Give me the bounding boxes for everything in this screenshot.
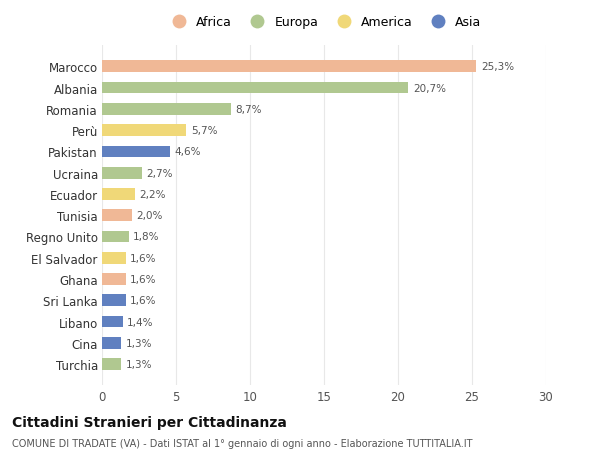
- Bar: [102, 295, 125, 307]
- Text: 1,6%: 1,6%: [130, 296, 157, 306]
- Bar: [102, 104, 231, 116]
- Bar: [102, 358, 121, 370]
- Text: 1,3%: 1,3%: [125, 359, 152, 369]
- Bar: [102, 316, 123, 328]
- Bar: [102, 125, 187, 137]
- Bar: [102, 274, 125, 285]
- Bar: [102, 337, 121, 349]
- Bar: [102, 62, 476, 73]
- Text: 8,7%: 8,7%: [235, 105, 262, 115]
- Text: 5,7%: 5,7%: [191, 126, 217, 136]
- Text: 1,6%: 1,6%: [130, 274, 157, 285]
- Text: 1,6%: 1,6%: [130, 253, 157, 263]
- Bar: [102, 252, 125, 264]
- Text: Cittadini Stranieri per Cittadinanza: Cittadini Stranieri per Cittadinanza: [12, 415, 287, 429]
- Text: COMUNE DI TRADATE (VA) - Dati ISTAT al 1° gennaio di ogni anno - Elaborazione TU: COMUNE DI TRADATE (VA) - Dati ISTAT al 1…: [12, 438, 473, 448]
- Legend: Africa, Europa, America, Asia: Africa, Europa, America, Asia: [161, 11, 487, 34]
- Text: 1,4%: 1,4%: [127, 317, 154, 327]
- Bar: [102, 210, 131, 222]
- Bar: [102, 231, 128, 243]
- Text: 2,0%: 2,0%: [136, 211, 163, 221]
- Text: 20,7%: 20,7%: [413, 84, 446, 93]
- Bar: [102, 168, 142, 179]
- Text: 2,7%: 2,7%: [146, 168, 173, 178]
- Text: 4,6%: 4,6%: [175, 147, 201, 157]
- Text: 2,2%: 2,2%: [139, 190, 166, 200]
- Text: 25,3%: 25,3%: [481, 62, 514, 72]
- Bar: [102, 83, 409, 94]
- Bar: [102, 146, 170, 158]
- Bar: [102, 189, 134, 200]
- Text: 1,8%: 1,8%: [133, 232, 160, 242]
- Text: 1,3%: 1,3%: [125, 338, 152, 348]
